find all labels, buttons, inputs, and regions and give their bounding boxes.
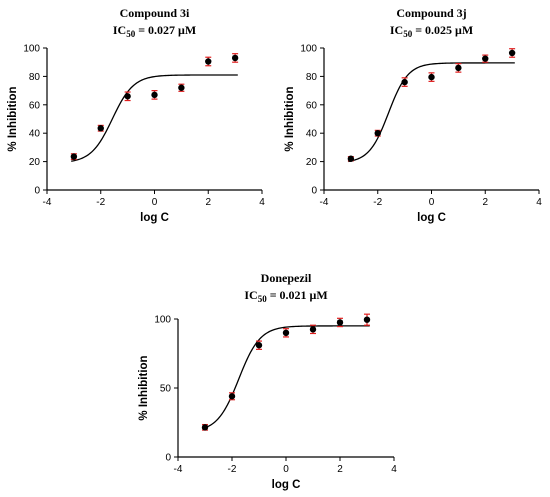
data-point: [309, 326, 317, 333]
y-tick-label: 60: [29, 100, 41, 111]
chart-title: Donepezil: [261, 271, 312, 285]
ic50-label: IC50 = 0.025 μM: [390, 23, 473, 39]
fit-curve: [71, 74, 238, 162]
x-tick-label: -4: [43, 197, 52, 208]
x-axis-label: log C: [140, 212, 169, 224]
data-point: [508, 49, 516, 57]
y-tick-label: 0: [34, 186, 40, 197]
x-tick-label: 0: [152, 197, 158, 208]
y-tick-label: 80: [29, 72, 41, 83]
ic50-subscript: 50: [403, 29, 413, 39]
data-point: [228, 393, 236, 400]
data-point: [255, 342, 263, 349]
x-tick-label: 0: [283, 464, 289, 475]
ic50-subscript: 50: [258, 294, 268, 304]
x-tick-label: -4: [320, 197, 329, 208]
y-tick-label: 0: [165, 453, 171, 464]
ic50-label: IC50 = 0.021 μM: [244, 288, 327, 304]
x-axis-label: log C: [272, 479, 301, 491]
y-tick-label: 60: [306, 100, 318, 111]
y-axis-label: % Inhibition: [138, 355, 150, 420]
y-axis-label: % Inhibition: [7, 86, 19, 151]
data-point: [151, 91, 158, 99]
y-tick-label: 50: [160, 384, 172, 395]
data-point: [178, 84, 185, 91]
data-point: [347, 155, 355, 162]
y-tick-label: 40: [29, 129, 41, 140]
x-tick-label: 0: [429, 197, 435, 208]
x-axis-label: log C: [417, 212, 446, 224]
data-point: [401, 78, 408, 86]
y-tick-label: 80: [306, 72, 318, 83]
data-point: [336, 319, 344, 326]
y-tick-label: 100: [300, 44, 317, 55]
ic50-prefix: IC: [390, 23, 403, 37]
x-tick-label: 2: [337, 464, 343, 475]
x-tick-label: 2: [482, 197, 488, 208]
ic50-value: = 0.025 μM: [412, 23, 473, 37]
data-point: [124, 93, 131, 100]
data-point: [70, 153, 78, 160]
y-tick-label: 100: [23, 44, 40, 55]
ic50-value: = 0.027 μM: [135, 23, 196, 37]
ic50-value: = 0.021 μM: [267, 288, 328, 302]
data-point: [201, 424, 209, 431]
y-tick-label: 40: [306, 129, 318, 140]
data-point: [374, 130, 381, 137]
data-point: [363, 316, 371, 323]
data-point: [97, 125, 104, 132]
data-point: [282, 329, 290, 336]
ic50-prefix: IC: [244, 288, 257, 302]
x-tick-label: -2: [228, 464, 237, 475]
chart-title: Compound 3j: [396, 6, 466, 20]
data-point: [205, 58, 212, 65]
chart-title: Compound 3i: [120, 6, 190, 20]
data-point: [455, 64, 462, 72]
fit-curve: [202, 325, 370, 430]
data-point: [482, 55, 489, 62]
ic50-prefix: IC: [113, 23, 126, 37]
x-tick-label: 4: [259, 197, 265, 208]
y-tick-label: 100: [154, 315, 171, 326]
x-tick-label: -4: [174, 464, 183, 475]
ic50-subscript: 50: [126, 29, 136, 39]
data-point: [231, 54, 239, 62]
fit-curve: [348, 62, 515, 163]
y-tick-label: 0: [311, 186, 317, 197]
y-tick-label: 20: [29, 157, 41, 168]
x-tick-label: 4: [391, 464, 397, 475]
data-point: [428, 73, 435, 81]
x-tick-label: 2: [205, 197, 211, 208]
ic50-label: IC50 = 0.027 μM: [113, 23, 196, 39]
y-axis-label: % Inhibition: [284, 86, 296, 151]
x-tick-label: 4: [536, 197, 542, 208]
x-tick-label: -2: [96, 197, 105, 208]
x-tick-label: -2: [373, 197, 382, 208]
y-tick-label: 20: [306, 157, 318, 168]
